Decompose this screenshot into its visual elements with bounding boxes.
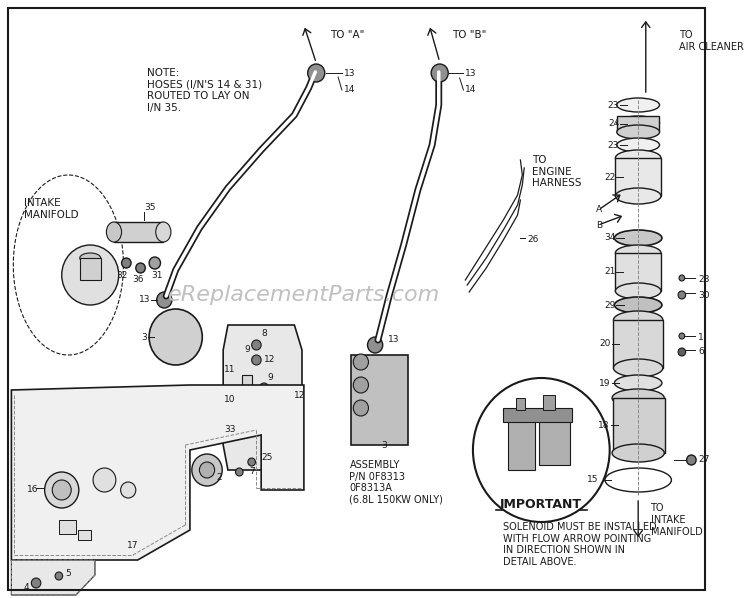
Bar	[242, 375, 252, 430]
Bar	[114, 222, 164, 242]
Circle shape	[353, 400, 368, 416]
Circle shape	[45, 472, 79, 508]
Ellipse shape	[106, 222, 122, 242]
Circle shape	[157, 292, 172, 308]
Circle shape	[353, 354, 368, 370]
Circle shape	[678, 348, 686, 356]
Text: eReplacementParts.com: eReplacementParts.com	[168, 285, 440, 305]
Text: TO
ENGINE
HARNESS: TO ENGINE HARNESS	[532, 155, 581, 188]
Bar	[539, 420, 570, 465]
Ellipse shape	[156, 222, 171, 242]
Bar	[616, 253, 661, 291]
Circle shape	[431, 64, 448, 82]
Text: 3: 3	[142, 332, 147, 341]
Text: 29: 29	[604, 301, 616, 310]
Ellipse shape	[614, 359, 663, 377]
Text: 26: 26	[527, 236, 538, 245]
Circle shape	[368, 337, 382, 353]
Ellipse shape	[616, 125, 659, 139]
Bar	[617, 116, 659, 132]
Text: 9: 9	[244, 346, 250, 355]
Text: B: B	[596, 221, 602, 230]
Ellipse shape	[614, 311, 663, 329]
Text: 14: 14	[465, 86, 477, 94]
Circle shape	[200, 462, 214, 478]
Text: 9: 9	[268, 374, 274, 383]
Ellipse shape	[616, 283, 661, 299]
Text: 7: 7	[249, 468, 254, 477]
Circle shape	[236, 468, 243, 476]
Text: 28: 28	[698, 276, 709, 285]
Text: 4: 4	[24, 584, 29, 593]
Bar	[80, 258, 100, 280]
Text: 19: 19	[599, 379, 610, 388]
Ellipse shape	[612, 389, 664, 407]
Bar	[352, 355, 408, 445]
Bar	[614, 320, 663, 368]
Text: A: A	[596, 206, 602, 215]
Text: 8: 8	[261, 328, 267, 337]
Text: 1: 1	[698, 334, 703, 343]
Text: INTAKE
MANIFOLD: INTAKE MANIFOLD	[24, 198, 78, 219]
Text: 17: 17	[128, 541, 139, 550]
Circle shape	[308, 64, 325, 82]
Circle shape	[53, 480, 71, 500]
Circle shape	[252, 340, 261, 350]
Bar	[613, 398, 664, 453]
Text: 32: 32	[116, 270, 128, 279]
Ellipse shape	[614, 297, 662, 313]
Text: 15: 15	[586, 475, 598, 484]
Text: 13: 13	[139, 295, 150, 304]
Circle shape	[473, 378, 610, 522]
Text: 33: 33	[224, 426, 236, 435]
Circle shape	[678, 291, 686, 299]
Text: 22: 22	[604, 172, 616, 182]
Text: NOTE:
HOSES (I/N'S 14 & 31)
ROUTED TO LAY ON
I/N 35.: NOTE: HOSES (I/N'S 14 & 31) ROUTED TO LA…	[147, 68, 262, 113]
Bar	[59, 520, 76, 534]
Circle shape	[93, 468, 116, 492]
Text: 12: 12	[264, 355, 275, 365]
Text: IMPORTANT: IMPORTANT	[500, 499, 582, 511]
Text: 13: 13	[388, 335, 399, 344]
Text: TO "A": TO "A"	[331, 30, 364, 40]
Ellipse shape	[616, 188, 661, 204]
Ellipse shape	[614, 375, 662, 391]
Ellipse shape	[80, 253, 100, 263]
Text: 6: 6	[698, 347, 703, 356]
Text: 21: 21	[604, 267, 616, 276]
Circle shape	[192, 454, 222, 486]
Text: 14: 14	[344, 86, 355, 94]
Text: 25: 25	[261, 453, 272, 462]
Circle shape	[32, 578, 40, 588]
Circle shape	[121, 482, 136, 498]
Circle shape	[244, 424, 256, 436]
Text: 13: 13	[344, 69, 355, 78]
Circle shape	[686, 455, 696, 465]
Bar	[516, 398, 525, 410]
Text: 13: 13	[465, 69, 477, 78]
Circle shape	[243, 395, 253, 405]
Bar	[503, 408, 572, 422]
Ellipse shape	[616, 150, 661, 166]
Text: TO "B": TO "B"	[452, 30, 487, 40]
Text: 18: 18	[598, 420, 610, 429]
Ellipse shape	[614, 230, 662, 246]
Text: 23: 23	[608, 141, 619, 150]
Text: 16: 16	[26, 486, 38, 495]
Text: TO
INTAKE
MANIFOLD: TO INTAKE MANIFOLD	[650, 504, 702, 536]
Text: 5: 5	[65, 569, 71, 578]
Circle shape	[679, 333, 685, 339]
Text: ASSEMBLY
P/N 0F8313
0F8313A
(6.8L 150KW ONLY): ASSEMBLY P/N 0F8313 0F8313A (6.8L 150KW …	[350, 460, 443, 505]
Text: 12: 12	[295, 390, 306, 399]
Circle shape	[122, 258, 131, 268]
Text: 11: 11	[224, 365, 236, 374]
Bar	[508, 415, 535, 470]
Circle shape	[353, 377, 368, 393]
Text: 24: 24	[608, 120, 619, 129]
Ellipse shape	[612, 444, 664, 462]
Circle shape	[136, 263, 146, 273]
Text: 36: 36	[132, 276, 143, 285]
Text: 30: 30	[698, 291, 709, 300]
Circle shape	[260, 383, 268, 393]
Text: 10: 10	[224, 395, 236, 404]
